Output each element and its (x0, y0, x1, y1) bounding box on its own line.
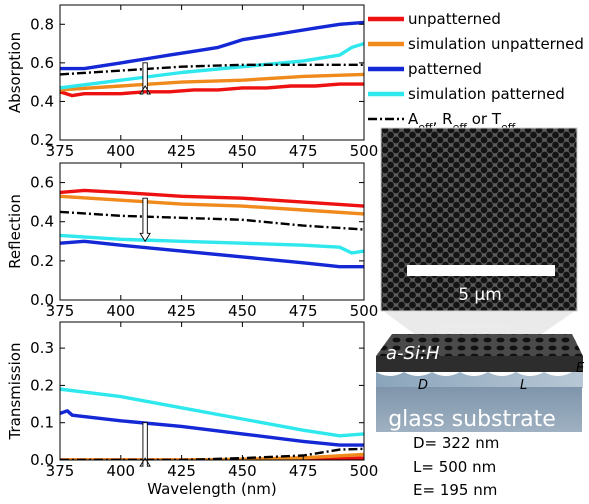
transmission-ytick-label: 0.3 (30, 339, 54, 357)
absorption-ytick-label: 0.4 (30, 92, 54, 110)
legend-label: patterned (408, 60, 482, 78)
absorption-ylabel: Absorption (6, 32, 24, 113)
reflection-series-unpatterned (60, 188, 364, 208)
absorption-frame (59, 4, 365, 141)
absorption-series-layer (60, 20, 364, 98)
absorption-ytick-label: 0.2 (30, 131, 54, 149)
reflection-series-patterned (60, 239, 364, 269)
reflection-series-layer (60, 188, 364, 269)
transmission-series-layer (60, 387, 364, 467)
absorption-xtick-label: 500 (350, 142, 379, 160)
transmission-xlabel: Wavelength (nm) (147, 480, 277, 498)
transmission-xtick-label: 425 (167, 462, 196, 480)
transmission-ytick-label: 0.2 (30, 376, 54, 394)
absorption-series-patterned (60, 20, 364, 71)
substrate-interface (376, 372, 583, 388)
transmission-ytick-label: 0.0 (30, 451, 54, 469)
absorption-arrow (139, 62, 151, 95)
scale-bar-label: 5 µm (458, 285, 502, 305)
absorption-xtick-label: 475 (289, 142, 318, 160)
panel-reflection: 375 400 425 450 475 500 0.0 0.2 0.4 0.6 Reflection (6, 162, 379, 320)
reflection-xtick-label: 500 (350, 302, 379, 320)
transmission-frame (59, 321, 365, 461)
substrate-label: glass substrate (388, 407, 556, 432)
reflection-ytick-label: 0.2 (30, 252, 54, 270)
absorption-ytick-label: 0.8 (30, 15, 54, 33)
reflection-ytick-label: 0.4 (30, 213, 54, 231)
legend-label: Aeff, Reff or Teff (408, 110, 516, 134)
reflection-xtick-label: 450 (228, 302, 257, 320)
l-label: L (520, 378, 527, 393)
param-d: D= 322 nm (413, 434, 499, 452)
transmission-xtick-label: 400 (106, 462, 135, 480)
film-top (376, 334, 583, 356)
transmission-xtick-label: 475 (289, 462, 318, 480)
transmission-arrow-shape (139, 422, 151, 467)
sample-schematic: a-Si:H D L E glass substrate D= 322 nm L… (376, 334, 585, 499)
glass-substrate (376, 387, 582, 432)
absorption-xtick-label: 375 (46, 142, 75, 160)
reflection-arrow (139, 197, 151, 243)
legend-label: simulation patterned (408, 85, 565, 103)
a-si-h-label: a-Si:H (386, 343, 440, 364)
absorption-axes: 375 400 425 450 475 500 0.2 0.4 0.6 0.8 Absorption (6, 4, 379, 160)
transmission-ytick-label: 0.1 (30, 414, 54, 432)
absorption-arrow-shape (139, 62, 151, 95)
transmission-series-simulation-patterned (60, 387, 364, 438)
reflection-ytick-label: 0.0 (30, 291, 54, 309)
film-side (376, 356, 583, 372)
e-label: E (576, 361, 585, 376)
absorption-xtick-label: 425 (167, 142, 196, 160)
reflection-frame (59, 162, 365, 301)
legend-label-part: A (408, 110, 419, 128)
reflection-axes: 375 400 425 450 475 500 0.0 0.2 0.4 0.6 Reflection (6, 162, 379, 320)
absorption-series-simulation-unpatterned (60, 72, 364, 92)
reflection-xtick-label: 375 (46, 302, 75, 320)
reflection-arrow-shape (139, 197, 151, 243)
legend-label: simulation unpatterned (408, 35, 584, 53)
reflection-series-simulation-patterned (60, 233, 364, 255)
reflection-xtick-label: 425 (167, 302, 196, 320)
legend-label: unpatterned (408, 10, 501, 28)
reflection-ylabel: Reflection (6, 194, 24, 269)
absorption-series-unpatterned (60, 82, 364, 98)
transmission-ylabel: Transmission (6, 343, 24, 441)
legend-label-part: or T (467, 110, 502, 128)
scale-bar (407, 265, 555, 276)
sem-image: 5 µm (380, 127, 578, 312)
transmission-xtick-label: 450 (228, 462, 257, 480)
panel-absorption: 375 400 425 450 475 500 0.2 0.4 0.6 0.8 Absorption (6, 4, 379, 160)
legend: unpatterned simulation unpatterned pattern… (368, 10, 584, 134)
d-label: D (418, 378, 428, 393)
reflection-series-simulation-unpatterned (60, 194, 364, 216)
absorption-xtick-label: 450 (228, 142, 257, 160)
param-e: E= 195 nm (413, 481, 497, 499)
reflection-ytick-label: 0.6 (30, 174, 54, 192)
reflection-xtick-label: 475 (289, 302, 318, 320)
transmission-axes: 375 400 425 450 475 500 0.0 0.1 0.2 0.3 Transmissi… (6, 321, 379, 498)
absorption-xtick-label: 400 (106, 142, 135, 160)
panel-transmission: 375 400 425 450 475 500 0.0 0.1 0.2 0.3 Transmissi… (6, 321, 379, 498)
absorption-series-simulation-patterned (60, 41, 364, 90)
reflection-xtick-label: 400 (106, 302, 135, 320)
transmission-xtick-label: 500 (350, 462, 379, 480)
legend-label-part: , R (433, 110, 453, 128)
transmission-series-patterned (60, 409, 364, 447)
absorption-ytick-label: 0.6 (30, 54, 54, 72)
reflection-series-a-eff-r-eff-or-t-eff (60, 210, 364, 231)
transmission-xtick-label: 375 (46, 462, 75, 480)
param-l: L= 500 nm (413, 458, 496, 476)
transmission-arrow (139, 422, 151, 467)
